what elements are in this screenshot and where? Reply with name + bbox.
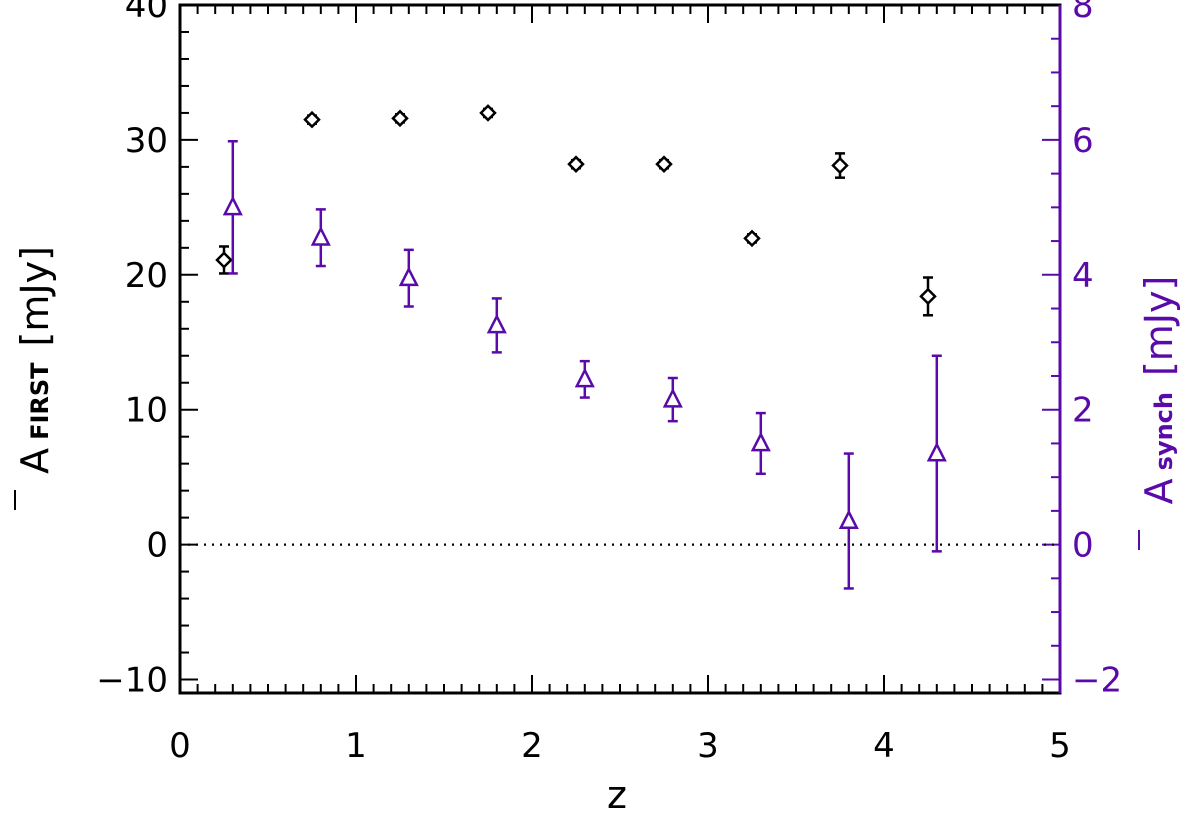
triangle-marker xyxy=(574,367,595,388)
diamond-point xyxy=(215,245,233,275)
svg-text:AFIRST[mJy]: A FIRST [mJy] xyxy=(13,246,57,474)
triangle-point xyxy=(398,248,419,308)
x-axis-label: z xyxy=(607,773,627,813)
right-axis-label-main: A xyxy=(1137,478,1181,504)
triangle-point xyxy=(310,208,331,268)
y-left-tick-label: −10 xyxy=(96,661,168,701)
diamond-marker xyxy=(919,287,937,306)
triangle-point xyxy=(222,140,243,275)
y-left-tick-label: 20 xyxy=(125,256,168,296)
y-right-tick-label: −2 xyxy=(1072,661,1122,701)
diamond-point xyxy=(831,152,849,179)
y-right-tick-label: 6 xyxy=(1072,121,1094,161)
triangle-marker xyxy=(662,387,683,408)
y-left-tick-label: 10 xyxy=(125,391,168,431)
x-tick-labels: 0 1 2 3 4 5 xyxy=(169,726,1071,766)
triangle-marker xyxy=(838,509,859,529)
diamond-marker xyxy=(567,155,585,173)
triangle-marker xyxy=(750,431,771,452)
diamond-marker xyxy=(391,109,409,128)
triangle-point xyxy=(486,297,507,354)
y-left-tick-label: 40 xyxy=(125,0,168,26)
left-axis-label: A FIRST [mJy] xyxy=(13,246,57,510)
triangle-point xyxy=(662,376,683,423)
diamond-point xyxy=(479,104,497,122)
diamond-point xyxy=(567,155,585,173)
triangle-marker xyxy=(398,266,419,287)
diamond-point xyxy=(655,155,673,173)
x-tick-label: 1 xyxy=(345,726,367,766)
triangle-point xyxy=(838,452,859,590)
diamond-point xyxy=(743,229,761,248)
x-tick-label: 5 xyxy=(1049,726,1071,766)
right-tick-labels: −2 0 2 4 6 8 xyxy=(1072,0,1122,701)
y-right-tick-label: 4 xyxy=(1072,256,1094,296)
y-right-tick-label: 0 xyxy=(1072,526,1094,566)
y-left-tick-label: 30 xyxy=(125,121,168,161)
diamond-marker xyxy=(655,155,673,173)
x-tick-label: 0 xyxy=(169,726,191,766)
diamond-point xyxy=(391,109,409,128)
diamond-marker xyxy=(215,251,233,269)
y-right-tick-label: 2 xyxy=(1072,391,1094,431)
triangle-point xyxy=(750,411,771,476)
triangle-point xyxy=(926,354,947,553)
x-tick-label: 3 xyxy=(697,726,719,766)
triangle-marker xyxy=(926,441,947,462)
y-right-tick-label: 8 xyxy=(1072,0,1094,26)
diamond-marker xyxy=(479,104,497,122)
diamond-marker xyxy=(303,110,321,129)
diamond-marker xyxy=(743,229,761,248)
y-left-tick-label: 0 xyxy=(146,526,168,566)
x-tick-label: 2 xyxy=(521,726,543,766)
tick-marks xyxy=(179,4,1061,693)
left-tick-labels: −10 0 10 20 30 40 xyxy=(96,0,168,701)
triangle-marker xyxy=(310,225,331,246)
plot-frame xyxy=(178,3,1062,695)
x-tick-label: 4 xyxy=(873,726,895,766)
triangle-marker xyxy=(222,195,243,216)
svg-text:Asynch[mJy]: Asynch [mJy] xyxy=(1137,276,1181,505)
series-layer xyxy=(215,104,947,590)
right-axis-label-unit: [mJy] xyxy=(1137,276,1181,376)
diamond-marker xyxy=(831,156,849,175)
diamond-point xyxy=(303,110,321,129)
triangle-marker xyxy=(486,313,507,334)
left-axis-label-unit: [mJy] xyxy=(13,246,57,346)
right-axis-label-sub: synch xyxy=(1150,392,1178,470)
triangle-point xyxy=(574,359,595,399)
left-axis-label-sub: FIRST xyxy=(26,362,54,440)
right-axis-label: Asynch [mJy] xyxy=(1137,276,1181,550)
left-axis-label-main: A xyxy=(13,448,57,474)
diamond-point xyxy=(919,276,937,317)
